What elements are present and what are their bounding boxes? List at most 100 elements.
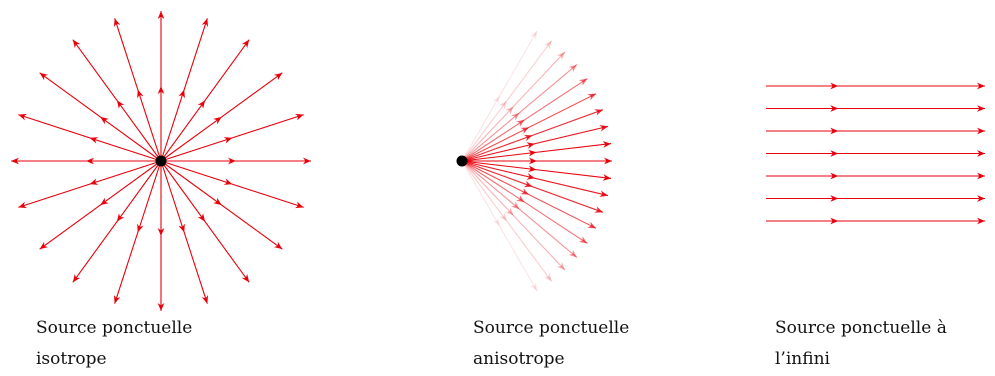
- isotropic-caption-line1: Source ponctuelle: [36, 318, 193, 338]
- ray-arrowhead: [213, 116, 222, 125]
- parallel-ray: [766, 172, 985, 180]
- ray-arrowhead: [830, 105, 839, 112]
- ray-arrowhead: [594, 206, 603, 213]
- ray-arrowhead: [557, 51, 565, 61]
- ray-arrowhead: [499, 100, 507, 110]
- ray-line: [461, 160, 604, 213]
- isotropic-ray: [113, 18, 162, 162]
- isotropic-ray: [160, 72, 283, 162]
- isotropic-caption: Source ponctuelle isotrope: [36, 313, 192, 375]
- ray-arrowhead: [526, 173, 535, 180]
- ray-arrowhead: [72, 39, 81, 49]
- ray-arrowhead: [977, 150, 985, 157]
- ray-line: [461, 40, 553, 162]
- isotropic-ray: [161, 157, 311, 165]
- ray-line: [461, 160, 553, 282]
- ray-arrowhead: [113, 18, 121, 27]
- anisotropic-ray: [461, 160, 597, 229]
- ray-line: [461, 78, 588, 162]
- ray-line: [461, 109, 604, 162]
- ray-arrowhead: [273, 72, 283, 81]
- ray-arrowhead: [18, 113, 27, 121]
- anisotropic-ray: [461, 93, 597, 162]
- isotropic-ray: [157, 161, 165, 311]
- anisotropic-ray: [461, 160, 588, 244]
- anisotropic-ray: [462, 157, 612, 165]
- ray-arrowhead: [587, 93, 597, 101]
- ray-line: [461, 160, 538, 292]
- anisotropic-ray: [461, 40, 553, 162]
- isotropic-ray: [157, 11, 165, 161]
- ray-arrowhead: [100, 116, 109, 125]
- ray-arrowhead: [977, 172, 985, 180]
- ray-arrowhead: [197, 100, 206, 109]
- parallel-ray: [766, 127, 985, 135]
- anisotropic-caption: Source ponctuelle anisotrope: [473, 313, 629, 375]
- ray-arrowhead: [516, 195, 525, 203]
- ray-arrowhead: [830, 82, 839, 90]
- anisotropic-ray: [461, 124, 609, 162]
- ray-line: [39, 72, 162, 162]
- parallel-ray: [766, 195, 985, 202]
- ray-arrowhead: [587, 221, 597, 229]
- ray-arrowhead: [273, 241, 283, 250]
- isotropic-ray: [39, 160, 162, 250]
- anisotropic-ray: [461, 30, 538, 162]
- ray-arrowhead: [157, 228, 165, 236]
- ray-arrowhead: [602, 174, 611, 181]
- ray-arrowhead: [529, 157, 537, 165]
- ray-arrowhead: [520, 127, 530, 134]
- ray-arrowhead: [89, 178, 99, 185]
- ray-arrowhead: [39, 241, 49, 250]
- anisotropic-ray: [461, 160, 609, 198]
- parallel-ray: [766, 82, 985, 90]
- ray-arrowhead: [11, 157, 19, 165]
- ray-arrowhead: [137, 89, 144, 99]
- ray-arrowhead: [197, 213, 206, 222]
- anisotropic-ray: [461, 78, 588, 162]
- anisotropic-source-point: [456, 155, 468, 167]
- ray-arrowhead: [599, 124, 608, 132]
- ray-arrowhead: [602, 141, 611, 148]
- ray-arrowhead: [72, 273, 81, 283]
- isotropic-ray: [72, 160, 162, 283]
- anisotropic-ray: [461, 141, 612, 162]
- ray-arrowhead: [578, 78, 588, 86]
- ray-arrowhead: [18, 201, 27, 209]
- ray-arrowhead: [295, 113, 304, 121]
- ray-arrowhead: [303, 157, 311, 165]
- infinite-source-diagram: [766, 82, 985, 225]
- ray-arrowhead: [977, 105, 985, 112]
- ray-line: [461, 30, 538, 162]
- ray-arrowhead: [492, 96, 500, 105]
- ray-arrowhead: [178, 223, 185, 233]
- ray-arrowhead: [213, 197, 222, 206]
- isotropic-ray: [18, 113, 162, 162]
- ray-line: [461, 143, 612, 162]
- anisotropic-ray: [461, 51, 566, 162]
- ray-arrowhead: [544, 40, 552, 50]
- isotropic-ray: [160, 39, 250, 162]
- ray-arrowhead: [157, 86, 165, 94]
- ray-arrowhead: [157, 303, 165, 311]
- isotropic-ray: [11, 157, 161, 165]
- anisotropic-ray: [461, 64, 578, 162]
- parallel-ray: [766, 217, 985, 225]
- ray-line: [461, 51, 566, 162]
- ray-arrowhead: [228, 157, 236, 165]
- ray-line: [160, 39, 250, 162]
- isotropic-caption-line2: isotrope: [36, 349, 107, 369]
- ray-arrowhead: [528, 165, 537, 173]
- isotropic-source-diagram: [11, 11, 311, 311]
- ray-arrowhead: [201, 295, 209, 304]
- isotropic-ray: [18, 160, 162, 209]
- ray-arrowhead: [830, 172, 839, 180]
- ray-arrowhead: [830, 150, 839, 157]
- anisotropic-caption-line1: Source ponctuelle: [473, 318, 630, 338]
- anisotropic-ray: [461, 160, 578, 258]
- ray-arrowhead: [520, 188, 530, 195]
- ray-arrowhead: [223, 178, 233, 185]
- ray-arrowhead: [201, 18, 209, 27]
- ray-arrowhead: [100, 197, 109, 206]
